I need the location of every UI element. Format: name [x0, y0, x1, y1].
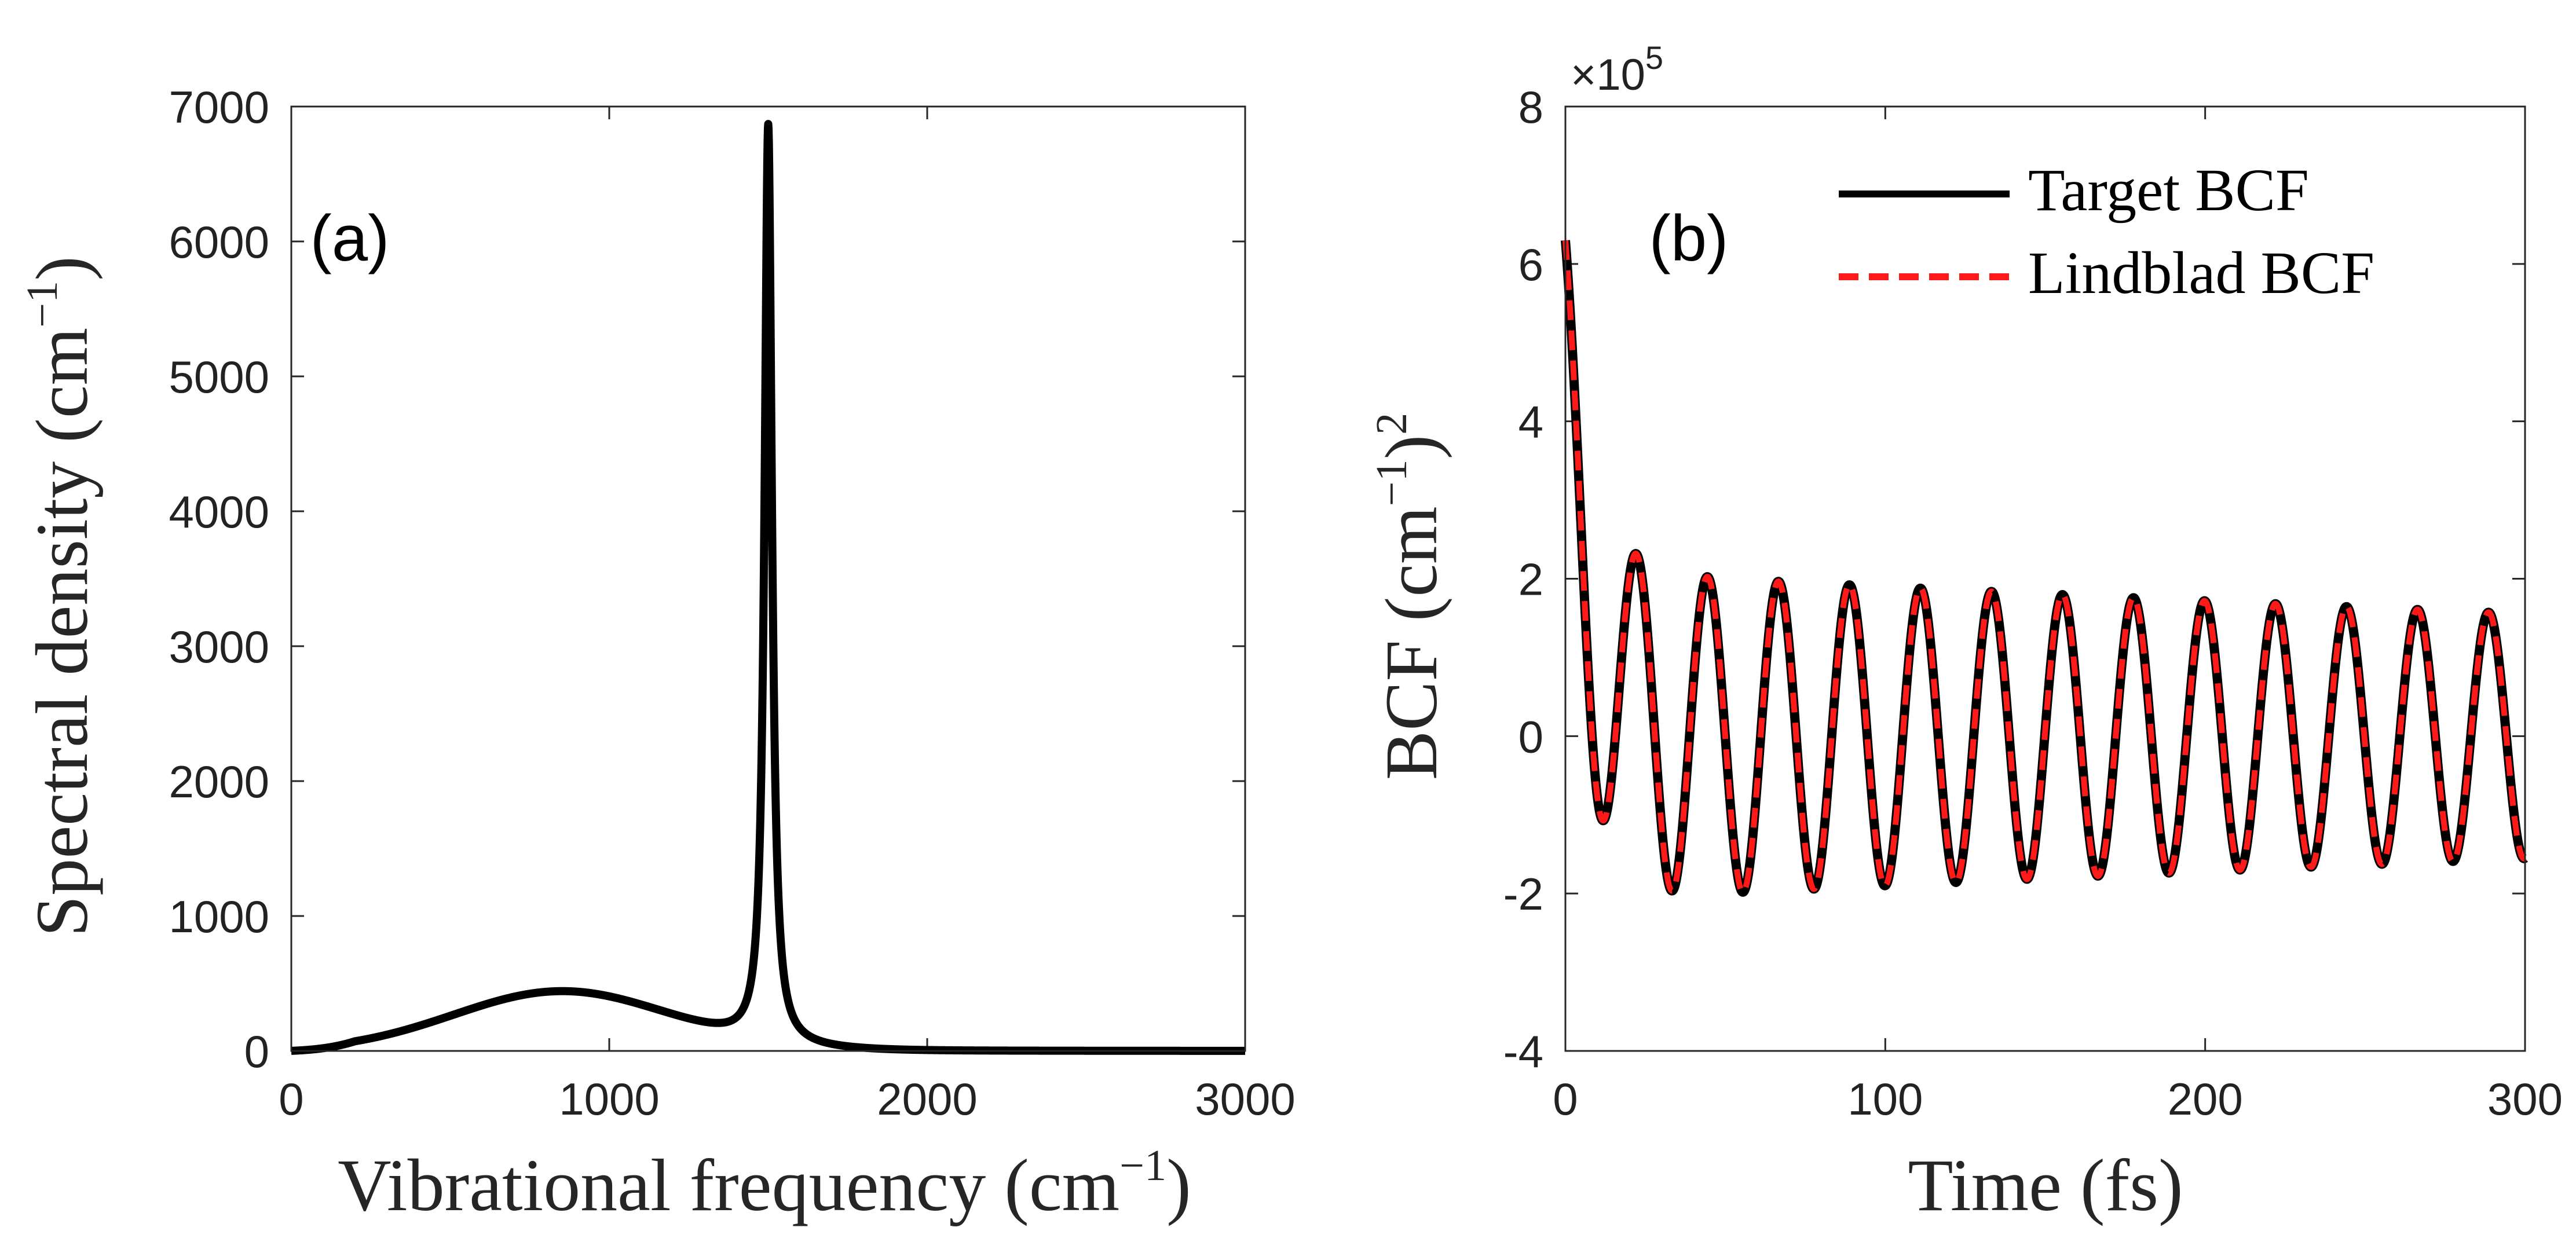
a-x-tick-label: 0 — [279, 1074, 303, 1124]
panel-b-bcf: 0 100 200 300 -4 -2 0 2 4 6 8 ×105 (b) Target BCF… — [1367, 39, 2563, 1226]
legend-label-target: Target BCF — [2028, 157, 2309, 224]
panel-b-axes-frame — [1564, 105, 2526, 1052]
b-y-tick-label: 2 — [1518, 554, 1543, 605]
a-y-tick-label: 7000 — [169, 82, 269, 133]
a-y-tick-label: 3000 — [169, 621, 269, 672]
panel-b-label: (b) — [1649, 202, 1729, 274]
panel-b-y-axis-title-end: ) — [1370, 435, 1452, 460]
b-y-tick-label: -2 — [1503, 869, 1543, 919]
panel-b-y-axis-title: BCF (cm−1)2 — [1367, 413, 1452, 780]
panel-a-y-axis-title: Spectral density (cm−1) — [18, 256, 103, 937]
a-y-tick-label: 6000 — [169, 217, 269, 268]
panel-b-legend: Target BCF Lindblad BCF — [1839, 157, 2374, 306]
panel-b-y-exponent-base: ×10 — [1571, 50, 1645, 100]
panel-a-spectral-density: 0 1000 2000 3000 0 1000 2000 3000 4000 5000 6000 7… — [18, 82, 1296, 1226]
panel-a-x-axis-title-sup: −1 — [1119, 1141, 1166, 1190]
panel-a-x-axis-title-main: Vibrational frequency (cm — [338, 1144, 1119, 1226]
lindblad-bcf-line — [1563, 240, 2528, 895]
panel-a-x-axis-title-end: ) — [1166, 1144, 1191, 1226]
panel-a-y-axis-title-main: Spectral density (cm — [21, 328, 103, 937]
panel-b-y-exponent-power: 5 — [1645, 39, 1663, 76]
panel-a-y-tick-labels: 0 1000 2000 3000 4000 5000 6000 7000 — [169, 82, 269, 1077]
b-y-tick-label: 4 — [1518, 397, 1543, 448]
panel-b-y-axis-title-sup: −1 — [1367, 459, 1416, 506]
b-x-tick-label: 100 — [1847, 1074, 1923, 1124]
b-y-tick-label: 0 — [1518, 711, 1543, 762]
panel-a-y-axis-title-sup: −1 — [18, 281, 67, 328]
a-x-tick-label: 1000 — [559, 1074, 660, 1124]
a-y-tick-label: 4000 — [169, 486, 269, 537]
legend-label-lindblad: Lindblad BCF — [2028, 240, 2374, 306]
panel-a-x-tick-labels: 0 1000 2000 3000 — [279, 1074, 1295, 1124]
b-x-tick-label: 0 — [1553, 1074, 1578, 1124]
panel-a-axes-frame — [290, 105, 1246, 1052]
a-x-tick-label: 3000 — [1195, 1074, 1296, 1124]
a-y-tick-label: 2000 — [169, 756, 269, 807]
b-x-tick-label: 300 — [2487, 1074, 2563, 1124]
b-y-tick-label: 6 — [1518, 239, 1543, 290]
panel-b-y-axis-title-main: BCF (cm — [1370, 506, 1452, 780]
a-y-tick-label: 5000 — [169, 351, 269, 402]
panel-b-y-exponent: ×105 — [1571, 39, 1663, 100]
b-y-tick-label: 8 — [1518, 82, 1543, 133]
panel-b-series — [1561, 240, 2530, 897]
a-y-tick-label: 1000 — [169, 891, 269, 942]
panel-b-x-axis-title: Time (fs) — [1908, 1144, 2183, 1226]
panel-b-x-tick-labels: 0 100 200 300 — [1553, 1074, 2563, 1124]
b-x-tick-label: 200 — [2168, 1074, 2243, 1124]
a-x-tick-label: 2000 — [877, 1074, 978, 1124]
panel-a-x-axis-title: Vibrational frequency (cm−1) — [338, 1141, 1191, 1226]
panel-a-y-axis-title-end: ) — [21, 256, 103, 281]
panel-b-y-tick-labels: -4 -2 0 2 4 6 8 — [1503, 82, 1543, 1077]
panel-b-y-axis-title-sup2: 2 — [1367, 413, 1416, 435]
panel-a-label: (a) — [310, 202, 390, 274]
b-y-tick-label: -4 — [1503, 1026, 1543, 1077]
a-y-tick-label: 0 — [244, 1026, 269, 1077]
